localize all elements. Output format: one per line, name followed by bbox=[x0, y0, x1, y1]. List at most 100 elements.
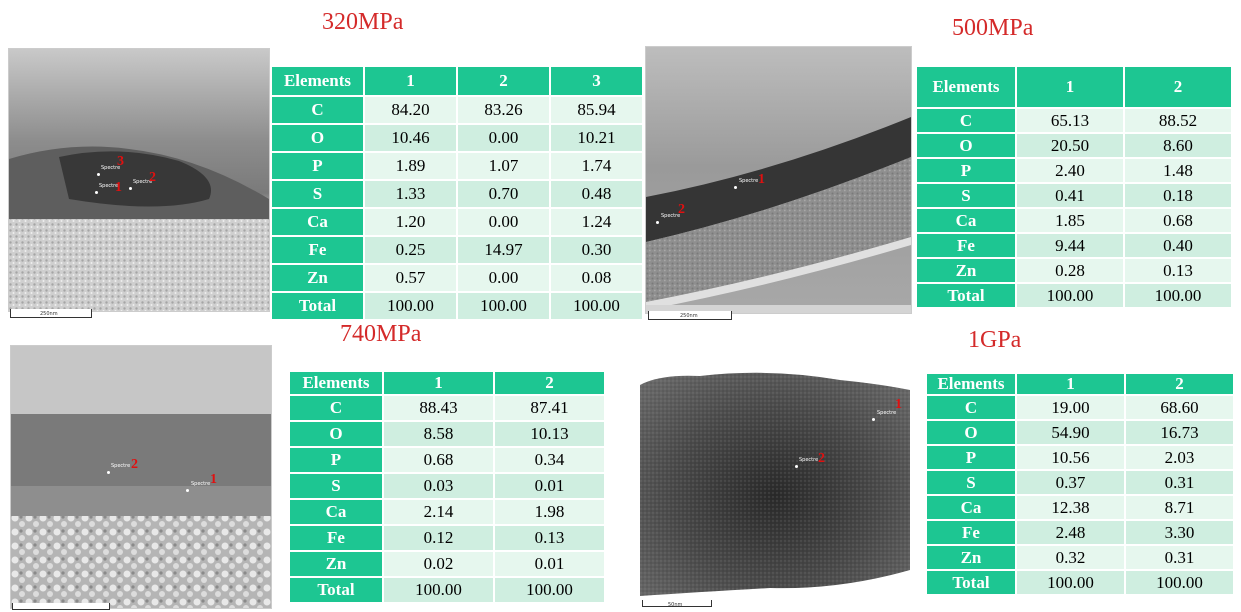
element-cell: Zn bbox=[270, 263, 365, 293]
scale-bar bbox=[642, 600, 712, 607]
spectrum-label: Spectre bbox=[111, 463, 131, 469]
value-cell: 1.89 bbox=[363, 151, 458, 181]
table-row: Total 100.00 100.00 bbox=[925, 569, 1235, 596]
element-cell: Fe bbox=[288, 524, 384, 552]
value-cell: 100.00 bbox=[1015, 569, 1126, 596]
column-header: 3 bbox=[549, 65, 644, 97]
column-header: 1 bbox=[1015, 372, 1126, 396]
element-cell: Ca bbox=[915, 207, 1017, 234]
spectrum-marker-1: 1 bbox=[758, 172, 765, 187]
eds-table-500mpa: Elements 1 2 C 65.13 88.52 O 20.50 8.60 P 2.40 1… bbox=[915, 65, 1233, 309]
tem-image-740mpa: Spectre 2 Spectre 1 bbox=[10, 345, 272, 609]
column-header: 1 bbox=[1015, 65, 1125, 109]
element-cell: Zn bbox=[925, 544, 1017, 571]
column-header: Elements bbox=[925, 372, 1017, 396]
table-row: Ca 1.20 0.00 1.24 bbox=[270, 207, 644, 237]
value-cell: 100.00 bbox=[382, 576, 495, 604]
tem-image-500mpa: Spectre 1 Spectre 2 bbox=[645, 46, 912, 314]
table-row: C 88.43 87.41 bbox=[288, 394, 606, 422]
scale-bar bbox=[12, 603, 110, 610]
panel-title-740mpa: 740MPa bbox=[340, 321, 422, 347]
element-cell: Ca bbox=[925, 494, 1017, 521]
element-cell: P bbox=[925, 444, 1017, 471]
value-cell: 0.13 bbox=[1123, 257, 1233, 284]
spectrum-label: Spectre bbox=[739, 178, 759, 184]
value-cell: 88.52 bbox=[1123, 107, 1233, 134]
panel-title-1gpa: 1GPa bbox=[968, 327, 1022, 353]
column-header: Elements bbox=[288, 370, 384, 396]
value-cell: 16.73 bbox=[1124, 419, 1235, 446]
value-cell: 0.03 bbox=[382, 472, 495, 500]
eds-table-740mpa: Elements 1 2 C 88.43 87.41 O 8.58 10.13 P 0.68 0… bbox=[288, 370, 606, 604]
table-row: O 10.46 0.00 10.21 bbox=[270, 123, 644, 153]
value-cell: 0.13 bbox=[493, 524, 606, 552]
spectrum-label: Spectre bbox=[191, 481, 211, 487]
panel-title-320mpa: 320MPa bbox=[322, 9, 404, 35]
value-cell: 2.03 bbox=[1124, 444, 1235, 471]
element-cell: Total bbox=[915, 282, 1017, 309]
table-body: C 19.00 68.60 O 54.90 16.73 P 10.56 2.03 S 0.37 0.3… bbox=[925, 394, 1235, 596]
element-cell: Fe bbox=[915, 232, 1017, 259]
value-cell: 20.50 bbox=[1015, 132, 1125, 159]
table-row: Ca 1.85 0.68 bbox=[915, 207, 1233, 234]
table-row: O 54.90 16.73 bbox=[925, 419, 1235, 446]
value-cell: 9.44 bbox=[1015, 232, 1125, 259]
value-cell: 0.68 bbox=[382, 446, 495, 474]
value-cell: 8.58 bbox=[382, 420, 495, 448]
spectrum-label: Spectre bbox=[101, 165, 121, 171]
table-row: S 1.33 0.70 0.48 bbox=[270, 179, 644, 209]
column-header: 1 bbox=[382, 370, 495, 396]
element-cell: Ca bbox=[270, 207, 365, 237]
spectrum-marker-2: 2 bbox=[678, 202, 685, 217]
element-cell: P bbox=[270, 151, 365, 181]
table-body: C 65.13 88.52 O 20.50 8.60 P 2.40 1.48 S 0.41 0.18 C… bbox=[915, 107, 1233, 309]
value-cell: 100.00 bbox=[1123, 282, 1233, 309]
spectrum-label: Spectre bbox=[133, 179, 153, 185]
spectrum-marker-1: 1 bbox=[210, 472, 217, 487]
scale-label: 50nm bbox=[668, 602, 683, 608]
spectrum-marker-3: 3 bbox=[117, 154, 124, 169]
element-cell: S bbox=[925, 469, 1017, 496]
value-cell: 2.40 bbox=[1015, 157, 1125, 184]
table-row: Total 100.00 100.00 bbox=[915, 282, 1233, 309]
spectrum-label: Spectre bbox=[99, 183, 119, 189]
value-cell: 54.90 bbox=[1015, 419, 1126, 446]
table-header-row: Elements 1 2 bbox=[288, 370, 606, 396]
element-cell: O bbox=[270, 123, 365, 153]
table-row: Fe 0.12 0.13 bbox=[288, 524, 606, 552]
tem-image-1gpa: Spectre 1 Spectre 2 bbox=[640, 360, 910, 600]
element-cell: S bbox=[270, 179, 365, 209]
table-row: S 0.03 0.01 bbox=[288, 472, 606, 500]
value-cell: 0.32 bbox=[1015, 544, 1126, 571]
value-cell: 100.00 bbox=[549, 291, 644, 321]
element-cell: S bbox=[288, 472, 384, 500]
table-body: C 88.43 87.41 O 8.58 10.13 P 0.68 0.34 S 0.03 0.01 C… bbox=[288, 394, 606, 604]
element-cell: Total bbox=[925, 569, 1017, 596]
element-cell: C bbox=[915, 107, 1017, 134]
scale-label: 250nm bbox=[40, 311, 58, 317]
table-header-row: Elements 1 2 3 bbox=[270, 65, 644, 97]
eds-table-320mpa: Elements 1 2 3 C 84.20 83.26 85.94 O 10.46 0.0… bbox=[270, 65, 644, 321]
value-cell: 12.38 bbox=[1015, 494, 1126, 521]
spectrum-marker-2: 2 bbox=[131, 457, 138, 472]
table-row: Zn 0.57 0.00 0.08 bbox=[270, 263, 644, 293]
table-row: C 84.20 83.26 85.94 bbox=[270, 95, 644, 125]
value-cell: 0.30 bbox=[549, 235, 644, 265]
value-cell: 100.00 bbox=[363, 291, 458, 321]
element-cell: C bbox=[925, 394, 1017, 421]
scale-bar bbox=[648, 311, 732, 320]
value-cell: 14.97 bbox=[456, 235, 551, 265]
table-row: Total 100.00 100.00 bbox=[288, 576, 606, 604]
value-cell: 100.00 bbox=[493, 576, 606, 604]
element-cell: O bbox=[915, 132, 1017, 159]
table-row: S 0.37 0.31 bbox=[925, 469, 1235, 496]
element-cell: C bbox=[288, 394, 384, 422]
spectrum-marker-1: 1 bbox=[115, 180, 122, 195]
value-cell: 1.24 bbox=[549, 207, 644, 237]
value-cell: 0.70 bbox=[456, 179, 551, 209]
element-cell: P bbox=[288, 446, 384, 474]
table-row: Ca 2.14 1.98 bbox=[288, 498, 606, 526]
value-cell: 0.28 bbox=[1015, 257, 1125, 284]
value-cell: 1.33 bbox=[363, 179, 458, 209]
value-cell: 10.46 bbox=[363, 123, 458, 153]
